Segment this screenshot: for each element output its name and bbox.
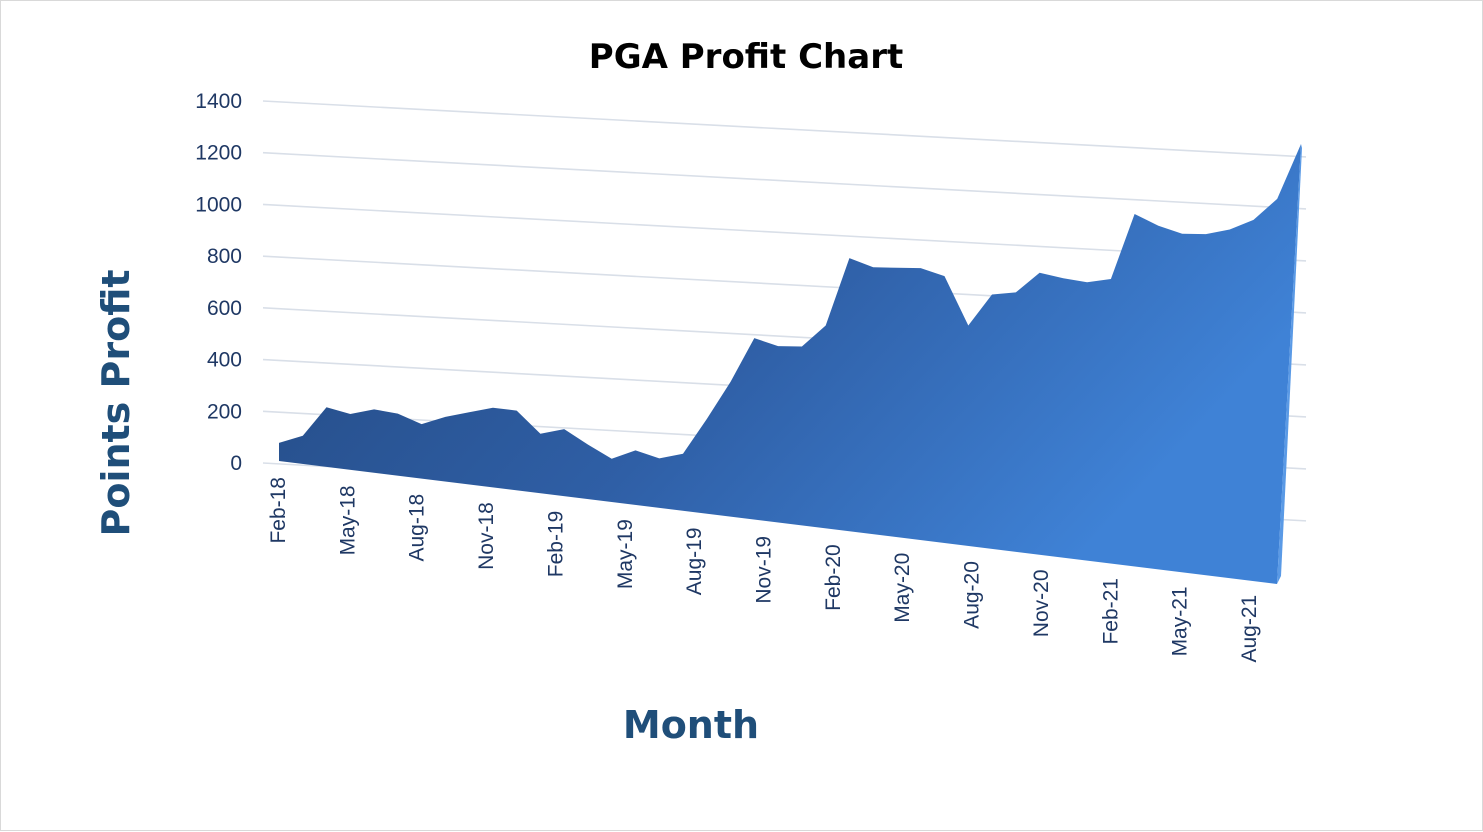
area-series-side bbox=[1277, 144, 1302, 584]
x-tick-label: Aug-19 bbox=[683, 528, 706, 596]
x-tick-label: Feb-21 bbox=[1099, 578, 1122, 645]
y-tick-label: 600 bbox=[207, 297, 242, 320]
x-tick-label: May-21 bbox=[1169, 586, 1192, 656]
area-series-fill bbox=[279, 144, 1301, 584]
y-axis-tick-labels: 0 200 400 600 800 1000 1200 1400 bbox=[195, 90, 242, 475]
y-tick-label: 800 bbox=[207, 245, 242, 268]
x-tick-label: Aug-18 bbox=[406, 494, 429, 562]
x-axis-title: Month bbox=[623, 703, 759, 747]
gridline bbox=[262, 100, 1307, 158]
y-tick-label: 1000 bbox=[195, 193, 242, 216]
area-series bbox=[279, 144, 1302, 584]
y-tick-label: 400 bbox=[207, 349, 242, 372]
x-tick-label: Nov-18 bbox=[475, 502, 498, 570]
y-axis-title: Points Profit bbox=[94, 269, 138, 536]
x-tick-label: Feb-20 bbox=[822, 544, 845, 611]
x-tick-label: May-20 bbox=[891, 553, 914, 623]
x-tick-label: Aug-21 bbox=[1238, 595, 1261, 663]
x-tick-label: Nov-20 bbox=[1030, 570, 1053, 638]
y-tick-label: 0 bbox=[230, 452, 242, 475]
x-tick-label: May-19 bbox=[614, 519, 637, 589]
y-tick-label: 200 bbox=[207, 400, 242, 423]
x-tick-label: Feb-18 bbox=[267, 477, 290, 544]
x-axis-tick-labels: Feb-18 May-18 Aug-18 Nov-18 Feb-19 May-19 Aug-… bbox=[267, 477, 1261, 663]
x-tick-label: May-18 bbox=[336, 485, 359, 555]
gridline bbox=[262, 151, 1307, 210]
x-tick-label: Feb-19 bbox=[544, 511, 567, 578]
y-tick-label: 1200 bbox=[195, 142, 242, 165]
y-tick-label: 1400 bbox=[195, 90, 242, 113]
chart-title: PGA Profit Chart bbox=[589, 37, 903, 77]
x-tick-label: Nov-19 bbox=[753, 536, 776, 604]
x-tick-label: Aug-20 bbox=[961, 561, 984, 629]
